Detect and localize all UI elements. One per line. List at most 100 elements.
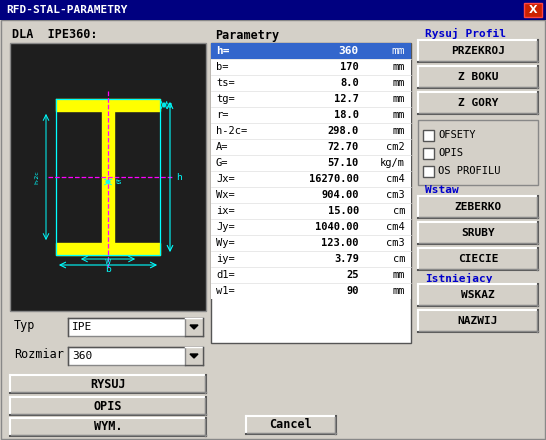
Bar: [10, 375, 206, 393]
Text: cm3: cm3: [386, 190, 405, 200]
Bar: [10, 418, 206, 436]
Bar: [211, 43, 411, 343]
Polygon shape: [190, 325, 198, 329]
Polygon shape: [56, 99, 160, 111]
Text: mm: mm: [393, 78, 405, 88]
Text: X: X: [529, 5, 537, 15]
Text: Z BOKU: Z BOKU: [458, 72, 498, 82]
Text: w1=: w1=: [216, 286, 235, 296]
Text: WSKAZ: WSKAZ: [461, 290, 495, 300]
Bar: [418, 284, 538, 306]
Bar: [211, 219, 411, 235]
Text: SRUBY: SRUBY: [461, 228, 495, 238]
Bar: [423, 130, 434, 141]
Text: 57.10: 57.10: [328, 158, 359, 168]
Text: IPE: IPE: [72, 322, 92, 332]
Bar: [211, 75, 411, 91]
Text: 25: 25: [347, 270, 359, 280]
Bar: [211, 155, 411, 171]
Text: 904.00: 904.00: [322, 190, 359, 200]
Bar: [10, 43, 206, 311]
Text: ts=: ts=: [216, 78, 235, 88]
Text: 72.70: 72.70: [328, 142, 359, 152]
Bar: [418, 40, 538, 62]
Bar: [246, 416, 336, 434]
Text: mm: mm: [393, 110, 405, 120]
Text: mm: mm: [393, 62, 405, 72]
Bar: [211, 283, 411, 299]
Text: Wstaw: Wstaw: [425, 185, 459, 195]
Polygon shape: [190, 354, 198, 358]
Bar: [211, 171, 411, 187]
Text: Z GORY: Z GORY: [458, 98, 498, 108]
Text: cm4: cm4: [386, 174, 405, 184]
Text: CIECIE: CIECIE: [458, 254, 498, 264]
Bar: [211, 59, 411, 75]
Bar: [211, 251, 411, 267]
Text: mm: mm: [393, 270, 405, 280]
Text: Rysuj Profil: Rysuj Profil: [425, 27, 506, 39]
Polygon shape: [56, 243, 160, 255]
Bar: [423, 148, 434, 159]
Text: 18.0: 18.0: [334, 110, 359, 120]
Text: b=: b=: [216, 62, 228, 72]
Text: h: h: [176, 172, 182, 181]
Text: mm: mm: [393, 126, 405, 136]
Text: 170: 170: [340, 62, 359, 72]
Text: cm: cm: [393, 254, 405, 264]
Text: Typ: Typ: [14, 319, 35, 333]
Bar: [211, 43, 411, 59]
Text: OFSETY: OFSETY: [438, 131, 476, 140]
Bar: [0, 0, 546, 20]
Text: h-2c=: h-2c=: [216, 126, 247, 136]
Text: cm2: cm2: [386, 142, 405, 152]
Bar: [10, 397, 206, 415]
Text: G=: G=: [216, 158, 228, 168]
Text: Jx=: Jx=: [216, 174, 235, 184]
Text: A=: A=: [216, 142, 228, 152]
Text: Istniejacy: Istniejacy: [425, 272, 492, 283]
Bar: [423, 166, 434, 177]
Text: mm: mm: [393, 286, 405, 296]
Bar: [418, 222, 538, 244]
Text: NAZWIJ: NAZWIJ: [458, 316, 498, 326]
Polygon shape: [102, 111, 114, 243]
Bar: [68, 347, 203, 365]
Text: cm3: cm3: [386, 238, 405, 248]
Text: 12.7: 12.7: [334, 94, 359, 104]
Text: 360: 360: [339, 46, 359, 56]
Text: tg: tg: [166, 102, 173, 108]
Bar: [211, 187, 411, 203]
Text: 123.00: 123.00: [322, 238, 359, 248]
Text: 360: 360: [72, 351, 92, 361]
Bar: [211, 107, 411, 123]
Bar: [68, 318, 203, 336]
Text: iy=: iy=: [216, 254, 235, 264]
Text: h-2c: h-2c: [34, 170, 39, 184]
Text: b: b: [105, 265, 111, 274]
Text: OPIS: OPIS: [94, 400, 122, 412]
Text: Wy=: Wy=: [216, 238, 235, 248]
Text: kg/m: kg/m: [380, 158, 405, 168]
Text: 15.00: 15.00: [328, 206, 359, 216]
Text: 3.79: 3.79: [334, 254, 359, 264]
Bar: [185, 347, 203, 365]
Bar: [211, 139, 411, 155]
Bar: [211, 91, 411, 107]
Text: RYSUJ: RYSUJ: [90, 378, 126, 390]
Text: PRZEKROJ: PRZEKROJ: [451, 46, 505, 56]
Text: Parametry: Parametry: [215, 29, 279, 41]
Text: d1=: d1=: [216, 270, 235, 280]
Bar: [418, 66, 538, 88]
Text: ZEBERKO: ZEBERKO: [454, 202, 502, 212]
Text: w: w: [105, 257, 111, 266]
Bar: [418, 120, 538, 185]
Text: h=: h=: [216, 46, 229, 56]
Bar: [418, 196, 538, 218]
Bar: [211, 267, 411, 283]
Bar: [524, 3, 542, 17]
Text: DLA  IPE360:: DLA IPE360:: [12, 29, 98, 41]
Text: 90: 90: [347, 286, 359, 296]
Text: WYM.: WYM.: [94, 421, 122, 433]
Text: Cancel: Cancel: [270, 418, 312, 432]
